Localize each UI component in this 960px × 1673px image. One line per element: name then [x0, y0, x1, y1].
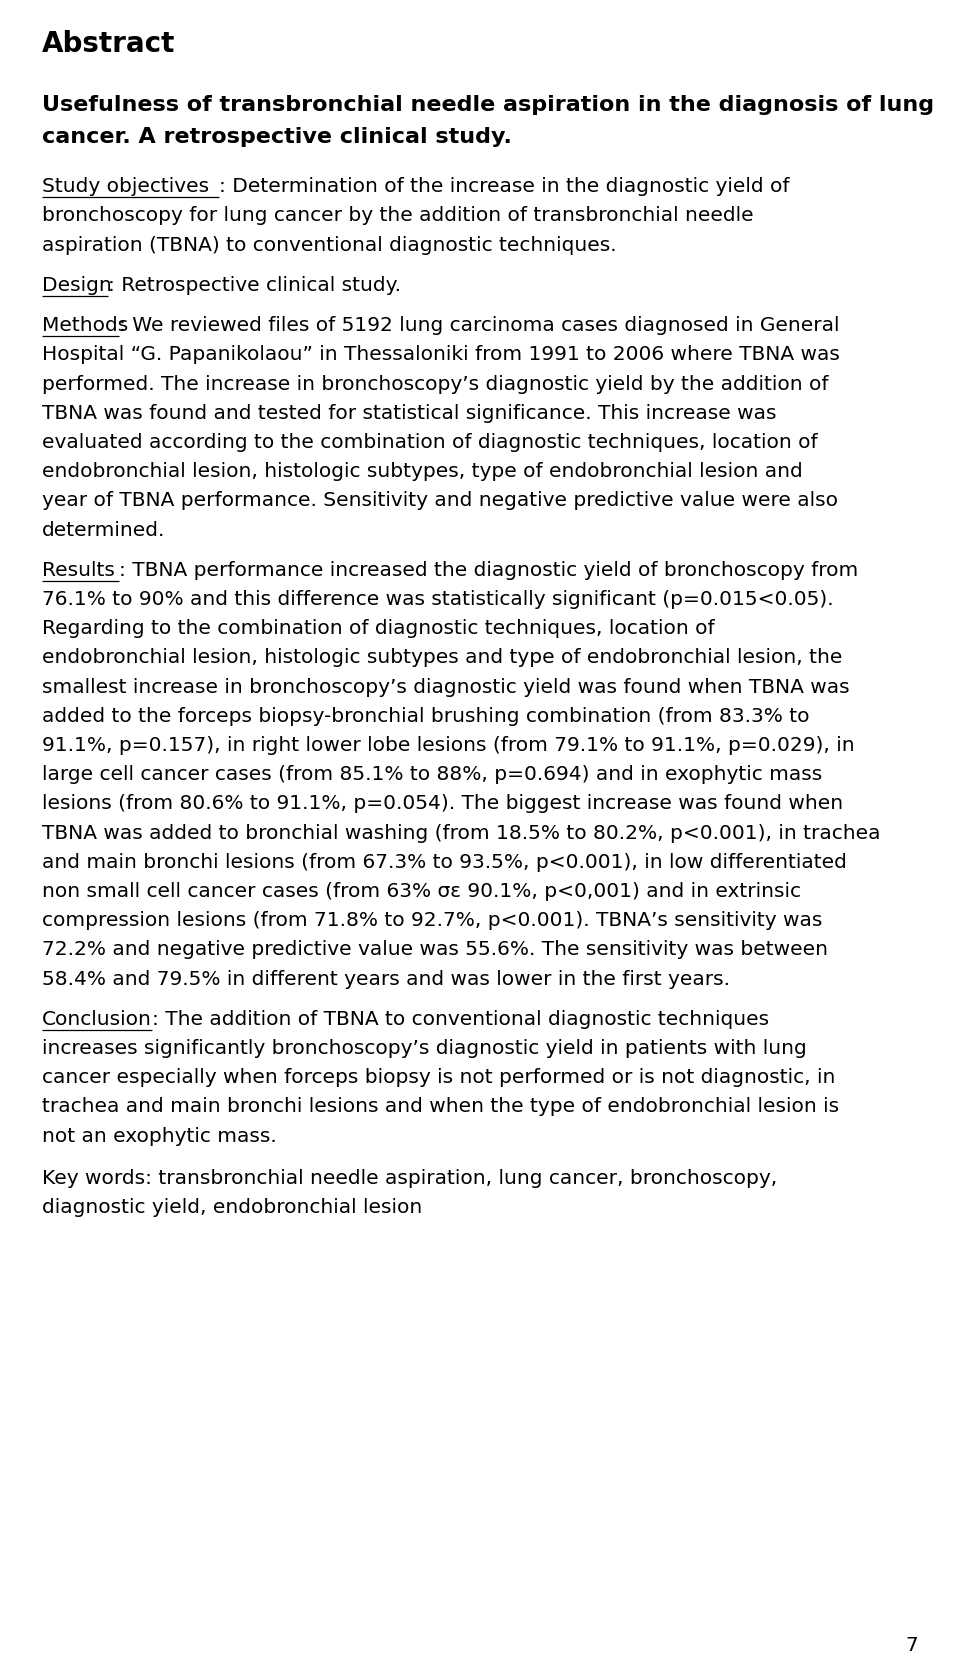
- Text: : Retrospective clinical study.: : Retrospective clinical study.: [108, 276, 401, 294]
- Text: compression lesions (from 71.8% to 92.7%, p<0.001). TBNA’s sensitivity was: compression lesions (from 71.8% to 92.7%…: [42, 912, 823, 930]
- Text: Methods: Methods: [42, 316, 129, 335]
- Text: endobronchial lesion, histologic subtypes, type of endobronchial lesion and: endobronchial lesion, histologic subtype…: [42, 462, 803, 482]
- Text: 76.1% to 90% and this difference was statistically significant (p=0.015<0.05).: 76.1% to 90% and this difference was sta…: [42, 591, 833, 609]
- Text: 7: 7: [905, 1636, 918, 1655]
- Text: Usefulness of transbronchial needle aspiration in the diagnosis of lung: Usefulness of transbronchial needle aspi…: [42, 95, 934, 114]
- Text: trachea and main bronchi lesions and when the type of endobronchial lesion is: trachea and main bronchi lesions and whe…: [42, 1097, 839, 1116]
- Text: added to the forceps biopsy-bronchial brushing combination (from 83.3% to: added to the forceps biopsy-bronchial br…: [42, 706, 809, 726]
- Text: Key words: transbronchial needle aspiration, lung cancer, bronchoscopy,: Key words: transbronchial needle aspirat…: [42, 1169, 778, 1188]
- Text: TBNA was added to bronchial washing (from 18.5% to 80.2%, p<0.001), in trachea: TBNA was added to bronchial washing (fro…: [42, 823, 880, 843]
- Text: large cell cancer cases (from 85.1% to 88%, p=0.694) and in exophytic mass: large cell cancer cases (from 85.1% to 8…: [42, 765, 823, 785]
- Text: Conclusion: Conclusion: [42, 1010, 152, 1029]
- Text: Results: Results: [42, 560, 115, 581]
- Text: TBNA was found and tested for statistical significance. This increase was: TBNA was found and tested for statistica…: [42, 403, 777, 423]
- Text: lesions (from 80.6% to 91.1%, p=0.054). The biggest increase was found when: lesions (from 80.6% to 91.1%, p=0.054). …: [42, 795, 843, 813]
- Text: smallest increase in bronchoscopy’s diagnostic yield was found when TBNA was: smallest increase in bronchoscopy’s diag…: [42, 678, 850, 696]
- Text: aspiration (TBNA) to conventional diagnostic techniques.: aspiration (TBNA) to conventional diagno…: [42, 236, 616, 254]
- Text: Regarding to the combination of diagnostic techniques, location of: Regarding to the combination of diagnost…: [42, 619, 714, 637]
- Text: year of TBNA performance. Sensitivity and negative predictive value were also: year of TBNA performance. Sensitivity an…: [42, 492, 838, 510]
- Text: Design: Design: [42, 276, 111, 294]
- Text: 58.4% and 79.5% in different years and was lower in the first years.: 58.4% and 79.5% in different years and w…: [42, 970, 730, 989]
- Text: determined.: determined.: [42, 520, 165, 539]
- Text: 91.1%, p=0.157), in right lower lobe lesions (from 79.1% to 91.1%, p=0.029), in: 91.1%, p=0.157), in right lower lobe les…: [42, 736, 854, 755]
- Text: not an exophytic mass.: not an exophytic mass.: [42, 1126, 276, 1146]
- Text: : Determination of the increase in the diagnostic yield of: : Determination of the increase in the d…: [219, 177, 789, 196]
- Text: bronchoscopy for lung cancer by the addition of transbronchial needle: bronchoscopy for lung cancer by the addi…: [42, 206, 754, 226]
- Text: diagnostic yield, endobronchial lesion: diagnostic yield, endobronchial lesion: [42, 1198, 422, 1218]
- Text: endobronchial lesion, histologic subtypes and type of endobronchial lesion, the: endobronchial lesion, histologic subtype…: [42, 649, 842, 668]
- Text: Hospital “G. Papanikolaou” in Thessaloniki from 1991 to 2006 where TBNA was: Hospital “G. Papanikolaou” in Thessaloni…: [42, 345, 840, 365]
- Text: 72.2% and negative predictive value was 55.6%. The sensitivity was between: 72.2% and negative predictive value was …: [42, 940, 828, 959]
- Text: : We reviewed files of 5192 lung carcinoma cases diagnosed in General: : We reviewed files of 5192 lung carcino…: [119, 316, 840, 335]
- Text: evaluated according to the combination of diagnostic techniques, location of: evaluated according to the combination o…: [42, 433, 818, 452]
- Text: non small cell cancer cases (from 63% σε 90.1%, p<0,001) and in extrinsic: non small cell cancer cases (from 63% σε…: [42, 882, 801, 902]
- Text: cancer. A retrospective clinical study.: cancer. A retrospective clinical study.: [42, 127, 512, 147]
- Text: performed. The increase in bronchoscopy’s diagnostic yield by the addition of: performed. The increase in bronchoscopy’…: [42, 375, 828, 393]
- Text: cancer especially when forceps biopsy is not performed or is not diagnostic, in: cancer especially when forceps biopsy is…: [42, 1069, 835, 1087]
- Text: : The addition of TBNA to conventional diagnostic techniques: : The addition of TBNA to conventional d…: [153, 1010, 770, 1029]
- Text: Study objectives: Study objectives: [42, 177, 209, 196]
- Text: Abstract: Abstract: [42, 30, 176, 59]
- Text: : TBNA performance increased the diagnostic yield of bronchoscopy from: : TBNA performance increased the diagnos…: [119, 560, 858, 581]
- Text: increases significantly bronchoscopy’s diagnostic yield in patients with lung: increases significantly bronchoscopy’s d…: [42, 1039, 806, 1057]
- Text: and main bronchi lesions (from 67.3% to 93.5%, p<0.001), in low differentiated: and main bronchi lesions (from 67.3% to …: [42, 853, 847, 872]
